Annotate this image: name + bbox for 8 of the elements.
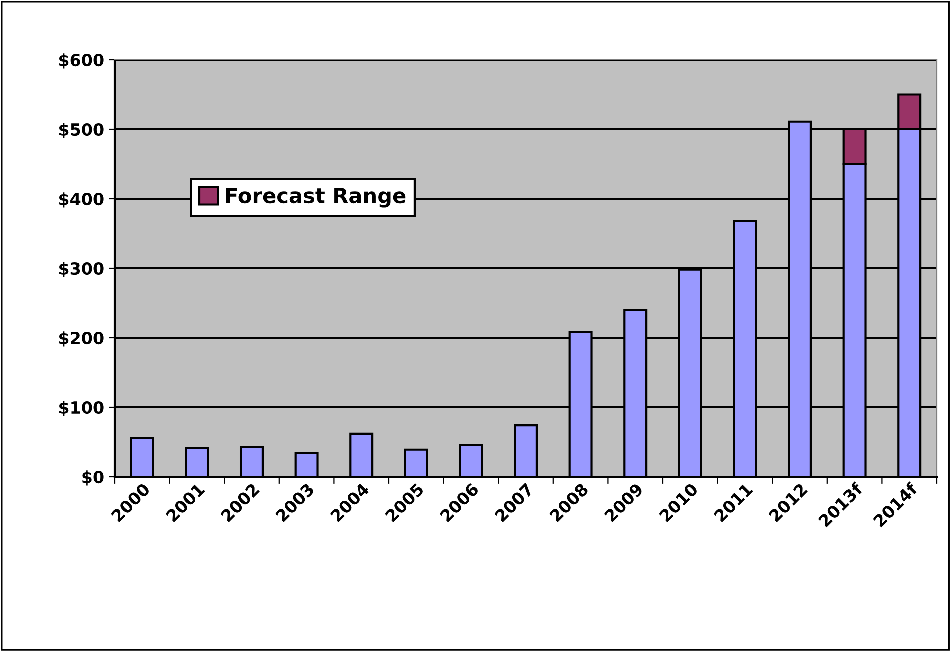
y-tick-label: $400 bbox=[60, 192, 104, 208]
y-tick-label: $500 bbox=[60, 123, 104, 138]
legend-label: Forecast Range bbox=[226, 188, 406, 208]
y-tick-label: $0 bbox=[82, 470, 104, 486]
y-tick-label: $600 bbox=[60, 54, 104, 69]
y-tick-label: $300 bbox=[60, 262, 104, 278]
y-tick-label: $200 bbox=[60, 332, 104, 347]
y-tick-label: $100 bbox=[60, 401, 104, 416]
